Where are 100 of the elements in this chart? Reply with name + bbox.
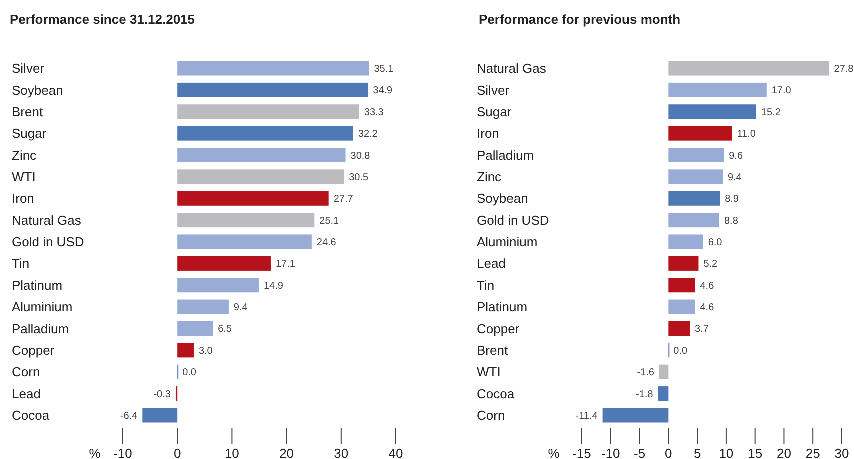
x-tick-label: 0 — [665, 446, 672, 459]
data-label: 0.0 — [674, 346, 688, 357]
y-tick-label: Silver — [12, 61, 46, 76]
x-tick-label: -10 — [601, 446, 620, 459]
bar — [178, 104, 360, 120]
data-label: 8.8 — [724, 216, 739, 227]
y-tick-label: Gold in USD — [477, 212, 550, 228]
bar — [178, 170, 344, 184]
data-label: 9.4 — [234, 302, 248, 314]
y-tick-label: Natural Gas — [477, 61, 547, 76]
y-tick-label: Aluminium — [477, 234, 538, 250]
data-label: 9.6 — [729, 150, 744, 162]
bar — [178, 321, 214, 336]
bar — [178, 256, 271, 271]
data-label: 24.6 — [316, 238, 337, 248]
y-tick-label: Aluminium — [12, 300, 73, 315]
bar — [178, 148, 346, 163]
bar — [668, 321, 690, 336]
x-axis-title: % — [548, 446, 560, 459]
x-tick-label: -15 — [572, 446, 592, 459]
data-label: -0.3 — [154, 389, 172, 400]
data-label: 17.0 — [772, 86, 792, 97]
x-tick-label: 30 — [334, 446, 349, 459]
bar — [178, 126, 354, 141]
bar — [178, 61, 370, 76]
data-label: 30.8 — [350, 150, 371, 162]
bar — [658, 386, 669, 402]
x-tick-label: 5 — [694, 446, 702, 459]
y-tick-label: Platinum — [477, 300, 528, 315]
bar — [178, 343, 194, 358]
data-label: 4.6 — [700, 280, 715, 292]
y-tick-label: Cocoa — [477, 386, 516, 402]
y-tick-label: Iron — [477, 126, 500, 142]
chart-title: Performance since 31.12.2015 — [10, 12, 196, 27]
y-tick-label: Natural Gas — [12, 212, 82, 228]
data-label: -11.4 — [576, 410, 598, 422]
bar — [178, 191, 329, 206]
bar — [668, 104, 756, 120]
x-axis-title: % — [89, 446, 102, 459]
y-tick-label: Cocoa — [12, 408, 50, 424]
bar — [668, 191, 720, 206]
y-tick-label: Zinc — [477, 169, 502, 184]
data-label: 0.0 — [182, 368, 197, 379]
data-label: 27.7 — [334, 194, 354, 206]
x-tick-label: 20 — [280, 446, 294, 459]
y-tick-label: Brent — [477, 342, 508, 358]
y-tick-label: WTI — [477, 364, 501, 380]
y-tick-label: Tin — [12, 256, 30, 272]
x-tick-label: 30 — [834, 446, 850, 459]
data-label: 6.0 — [708, 238, 723, 248]
data-label: 3.0 — [198, 346, 214, 357]
data-label: 25.1 — [320, 216, 340, 227]
bar — [178, 300, 229, 314]
x-tick-label: 20 — [776, 446, 792, 459]
y-tick-label: Brent — [12, 104, 44, 120]
x-tick-label: 0 — [174, 446, 182, 459]
y-tick-label: Lead — [477, 256, 506, 272]
y-tick-label: Tin — [477, 278, 495, 293]
y-tick-label: Palladium — [12, 321, 70, 336]
data-label: 15.2 — [761, 107, 782, 118]
data-label: 11.0 — [737, 129, 756, 140]
y-tick-label: WTI — [12, 169, 36, 184]
bar — [668, 278, 696, 293]
data-label: -1.8 — [636, 389, 654, 400]
y-tick-label: Platinum — [12, 278, 63, 293]
data-label: -6.4 — [120, 410, 138, 422]
bar — [668, 234, 704, 250]
data-label: 17.1 — [276, 259, 296, 270]
bar — [668, 256, 699, 271]
y-tick-label: Copper — [477, 321, 520, 336]
x-tick-label: 10 — [719, 446, 734, 459]
x-tick-label: -10 — [114, 446, 132, 459]
y-tick-label: Corn — [477, 408, 506, 424]
x-tick-label: 15 — [748, 446, 763, 459]
x-tick-label: 40 — [388, 446, 404, 459]
bar — [668, 148, 724, 163]
y-tick-label: Copper — [12, 342, 56, 358]
bar — [178, 82, 368, 98]
bar — [142, 408, 178, 423]
chart-title: Performance for previous month — [479, 12, 681, 27]
data-label: 34.9 — [373, 86, 394, 97]
bar — [659, 364, 669, 380]
data-label: 9.4 — [728, 172, 742, 184]
data-label: 33.3 — [364, 107, 384, 118]
x-tick-label: 10 — [224, 446, 240, 459]
data-label: -1.6 — [637, 368, 655, 379]
y-tick-label: Corn — [12, 364, 40, 380]
data-label: 14.9 — [264, 280, 284, 292]
y-tick-label: Soybean — [477, 191, 528, 206]
y-tick-label: Palladium — [477, 148, 534, 163]
bar — [602, 408, 669, 423]
y-tick-label: Silver — [477, 82, 510, 98]
x-tick-label: -5 — [634, 446, 646, 459]
y-tick-label: Iron — [12, 191, 34, 206]
bar — [178, 213, 315, 228]
bar — [178, 278, 259, 293]
data-label: 6.5 — [218, 324, 232, 336]
bar — [668, 126, 732, 141]
bar — [668, 170, 723, 184]
y-tick-label: Gold in USD — [12, 234, 84, 250]
